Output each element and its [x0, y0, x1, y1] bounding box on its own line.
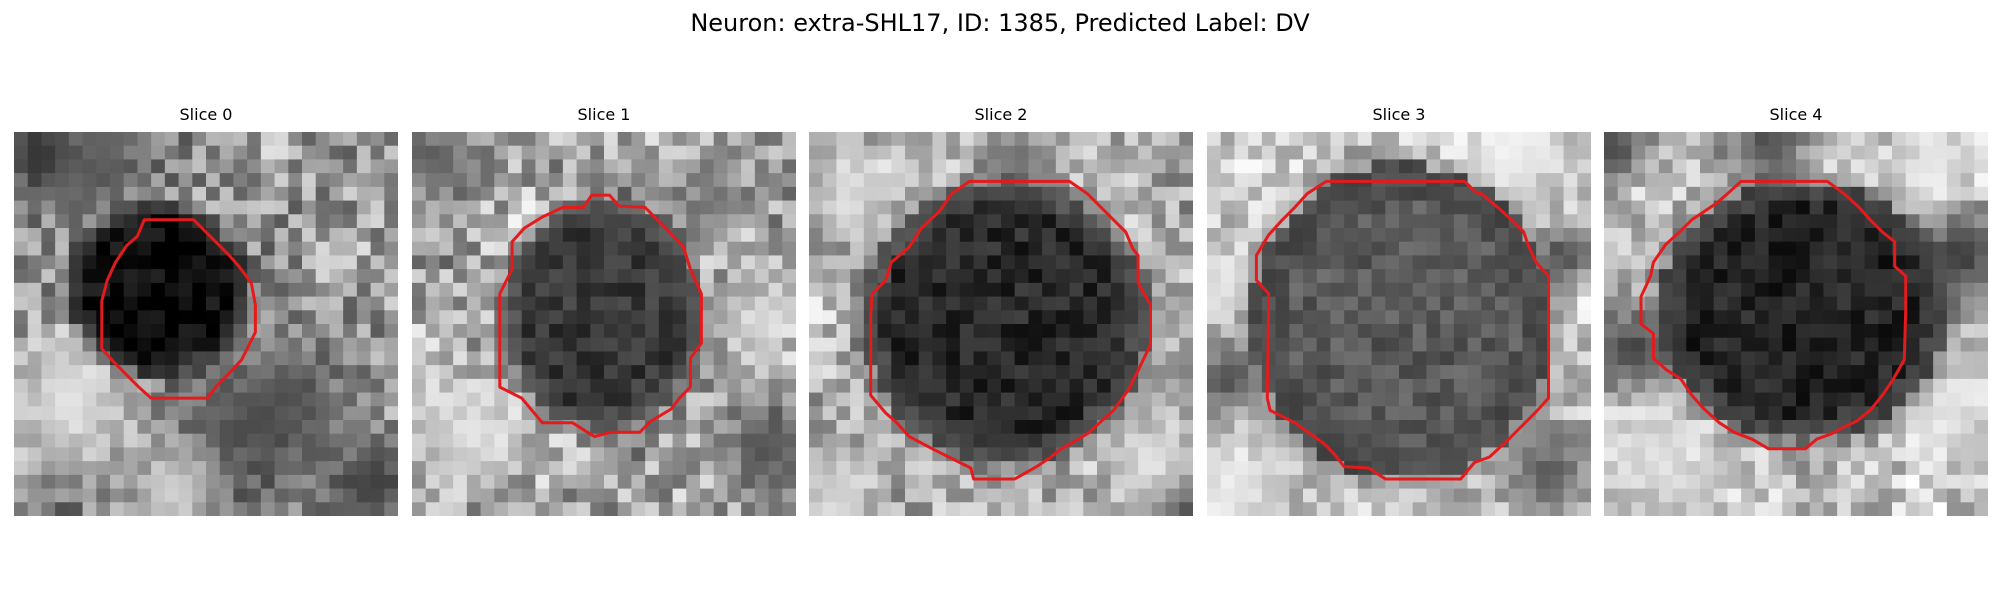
slice-image-0: [14, 132, 398, 516]
slice-title-1: Slice 1: [577, 105, 631, 124]
segmentation-contour: [1639, 179, 1908, 451]
segmentation-contour: [498, 193, 703, 438]
slice-title-4: Slice 4: [1769, 105, 1823, 124]
segmentation-contour: [100, 218, 257, 400]
slice-image-2: [809, 132, 1193, 516]
figure-title: Neuron: extra-SHL17, ID: 1385, Predicted…: [690, 9, 1310, 37]
segmentation-contour: [869, 179, 1152, 481]
slice-image-1: [412, 132, 796, 516]
slice-title-2: Slice 2: [974, 105, 1028, 124]
segmentation-contour: [1254, 179, 1550, 481]
slice-image-4: [1604, 132, 1988, 516]
slice-image-3: [1207, 132, 1591, 516]
slice-title-3: Slice 3: [1372, 105, 1426, 124]
slice-title-0: Slice 0: [179, 105, 233, 124]
